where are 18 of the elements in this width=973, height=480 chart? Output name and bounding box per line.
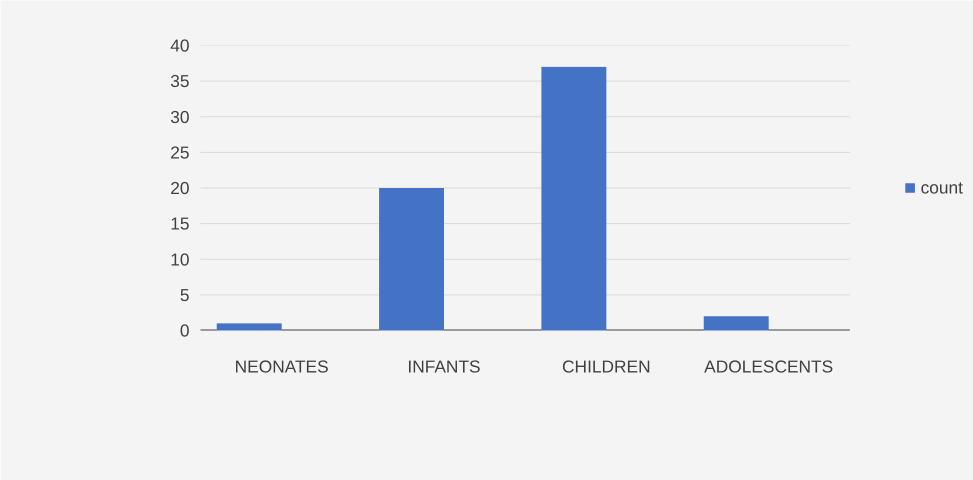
x-tick-label: CHILDREN — [562, 356, 651, 376]
legend-label: count — [920, 177, 963, 198]
y-tick-label: 35 — [170, 71, 190, 92]
bar — [216, 323, 282, 330]
x-tick-label: NEONATES — [234, 356, 329, 376]
bar — [704, 316, 769, 330]
y-tick-label: 40 — [170, 36, 190, 56]
y-tick-label: 20 — [170, 178, 190, 198]
x-tick-label: INFANTS — [407, 356, 481, 376]
bar — [379, 188, 444, 330]
bar — [541, 66, 606, 330]
y-tick-label: 15 — [170, 214, 190, 234]
y-tick-label: 5 — [180, 284, 190, 305]
y-tick-label: 0 — [180, 320, 190, 340]
x-tick-label: ADOLESCENTS — [704, 356, 834, 376]
y-tick-label: 25 — [170, 142, 190, 162]
y-tick-label: 30 — [170, 106, 190, 127]
y-tick-label: 10 — [170, 249, 190, 270]
